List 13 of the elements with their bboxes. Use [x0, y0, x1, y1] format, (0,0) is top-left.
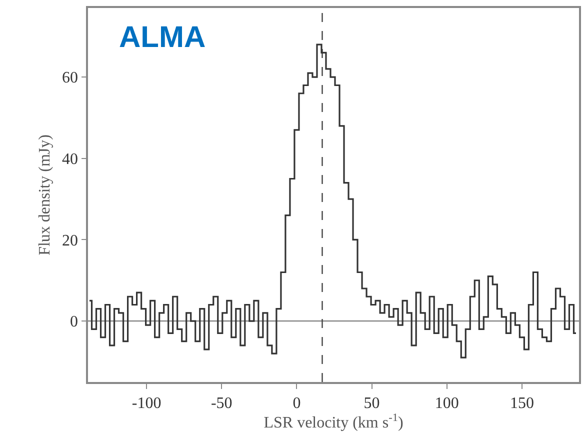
annotation: ALMA	[119, 21, 206, 54]
y-axis-title: Flux density (mJy)	[36, 134, 54, 256]
x-tick-label: 50	[364, 394, 380, 412]
y-tick-label: 60	[62, 70, 78, 87]
y-tick-label: 20	[62, 232, 78, 250]
x-tick-label: -100	[132, 394, 162, 412]
x-tick-label: 0	[292, 394, 301, 412]
y-tick-label: 40	[62, 151, 78, 168]
x-tick-label: 100	[434, 394, 459, 412]
y-tick-label: 0	[70, 314, 78, 331]
x-tick-label: -50	[210, 394, 232, 412]
x-axis-title: LSR velocity (km s$^{-1}$)	[264, 412, 404, 432]
x-tick-label: 150	[510, 394, 534, 412]
